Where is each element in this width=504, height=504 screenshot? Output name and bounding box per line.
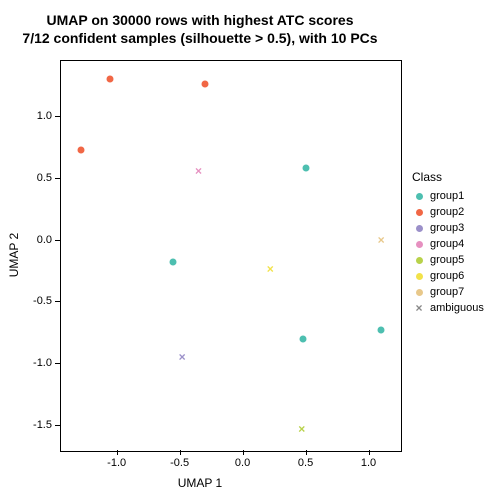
pt-group1	[170, 258, 177, 265]
title-line1: UMAP on 30000 rows with highest ATC scor…	[0, 12, 400, 28]
x-axis-label: UMAP 1	[0, 476, 400, 490]
dot-icon	[412, 253, 426, 267]
legend-item: group5	[412, 252, 484, 268]
legend-label: group5	[430, 254, 464, 266]
dot-icon	[412, 237, 426, 251]
pt-group5-ambiguous: ×	[298, 423, 305, 435]
y-tick	[55, 425, 60, 426]
pt-group1	[300, 335, 307, 342]
x-tick	[117, 450, 118, 455]
y-tick-label: -1.5	[28, 419, 52, 431]
y-tick-label: 0.5	[28, 172, 52, 184]
legend-label: group4	[430, 238, 464, 250]
x-tick	[243, 450, 244, 455]
legend-title: Class	[412, 170, 484, 184]
legend-label: group7	[430, 286, 464, 298]
x-tick-label: 1.0	[361, 457, 376, 469]
y-tick	[55, 178, 60, 179]
legend-label: group2	[430, 206, 464, 218]
x-tick	[369, 450, 370, 455]
figure: UMAP on 30000 rows with highest ATC scor…	[0, 0, 504, 504]
legend: Class group1 group2 group3 group4 group5 grou…	[412, 170, 484, 316]
pt-group2	[201, 80, 208, 87]
pt-group3-ambiguous: ×	[179, 351, 186, 363]
dot-icon	[412, 189, 426, 203]
pt-group6-ambiguous: ×	[267, 263, 274, 275]
y-tick	[55, 301, 60, 302]
legend-label: group3	[430, 222, 464, 234]
pt-group1	[302, 164, 309, 171]
y-tick	[55, 363, 60, 364]
x-tick	[180, 450, 181, 455]
pt-group1	[378, 326, 385, 333]
pt-group7-ambiguous: ×	[378, 234, 385, 246]
legend-item: × ambiguous	[412, 300, 484, 316]
dot-icon	[412, 221, 426, 235]
cross-icon: ×	[412, 301, 426, 315]
plot-area	[60, 60, 402, 452]
pt-group2	[78, 147, 85, 154]
legend-item: group1	[412, 188, 484, 204]
y-tick-label: 1.0	[28, 110, 52, 122]
legend-item: group2	[412, 204, 484, 220]
x-tick	[306, 450, 307, 455]
legend-item: group6	[412, 268, 484, 284]
legend-label: group1	[430, 190, 464, 202]
y-axis-label: UMAP 2	[7, 233, 21, 277]
x-tick-label: 0.0	[235, 457, 250, 469]
legend-item: group3	[412, 220, 484, 236]
dot-icon	[412, 285, 426, 299]
title-line2: 7/12 confident samples (silhouette > 0.5…	[0, 30, 400, 46]
y-tick	[55, 116, 60, 117]
x-tick-label: 0.5	[298, 457, 313, 469]
y-tick-label: -0.5	[28, 295, 52, 307]
y-tick	[55, 240, 60, 241]
dot-icon	[412, 205, 426, 219]
y-tick-label: 0.0	[28, 234, 52, 246]
legend-item: group7	[412, 284, 484, 300]
legend-item: group4	[412, 236, 484, 252]
legend-label: ambiguous	[430, 302, 484, 314]
dot-icon	[412, 269, 426, 283]
legend-label: group6	[430, 270, 464, 282]
pt-group4-ambiguous: ×	[195, 165, 202, 177]
x-tick-label: -0.5	[170, 457, 189, 469]
pt-group2	[107, 75, 114, 82]
y-tick-label: -1.0	[28, 357, 52, 369]
x-tick-label: -1.0	[107, 457, 126, 469]
